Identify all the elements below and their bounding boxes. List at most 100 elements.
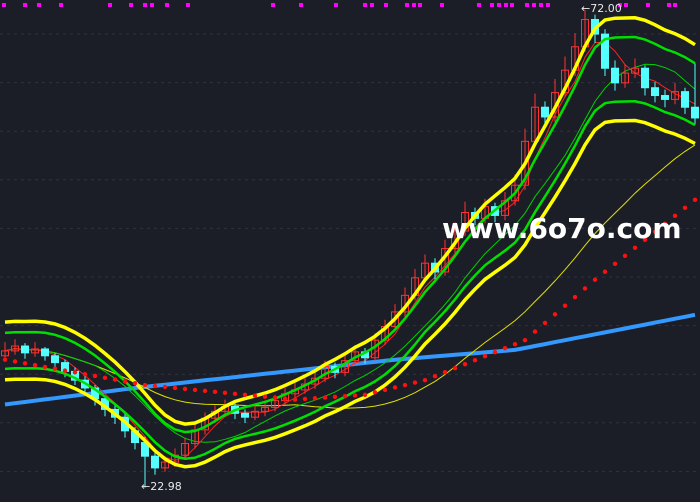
dotted-line-point (552, 312, 558, 317)
candle-body (261, 406, 269, 412)
dotted-line-point (382, 387, 388, 393)
event-marker (624, 3, 628, 7)
dotted-line-point (512, 341, 518, 347)
candle-body (641, 67, 649, 89)
dotted-line-point (212, 389, 218, 395)
candle-body (541, 106, 549, 118)
dotted-line-point (652, 229, 658, 234)
dotted-line-point (332, 394, 338, 400)
dotted-line-point (42, 364, 48, 370)
candle-body (671, 91, 679, 100)
arrow-icon: ← (141, 479, 151, 493)
dotted-line-point (542, 320, 548, 326)
event-marker (440, 3, 444, 7)
dotted-line-point (632, 245, 638, 250)
event-marker (384, 3, 388, 7)
dotted-line-point (192, 387, 198, 393)
dotted-line-point (692, 197, 698, 203)
candle-body (631, 67, 639, 74)
dotted-line-point (342, 393, 348, 399)
dotted-line-point (262, 394, 268, 399)
dotted-line-point (502, 345, 508, 351)
dotted-line-point (122, 379, 128, 384)
candle-body (621, 72, 629, 84)
dotted-line-point (672, 213, 678, 219)
band-outer-upper (4, 16, 696, 426)
dotted-line-point (362, 392, 368, 397)
dotted-line-point (642, 237, 648, 242)
candle-body (161, 461, 169, 469)
event-marker (108, 3, 112, 7)
arrow-icon: ← (581, 1, 591, 15)
event-marker (334, 3, 338, 7)
candle-body (241, 412, 249, 418)
event-marker (23, 3, 27, 7)
dotted-line-point (612, 261, 618, 266)
candle-body (181, 443, 189, 456)
candle-body (51, 355, 59, 364)
event-marker (2, 3, 6, 7)
dotted-line-point (102, 375, 108, 380)
dotted-line-point (322, 395, 328, 400)
candle-body (651, 87, 659, 97)
dotted-line-point (112, 377, 118, 382)
dotted-line-point (602, 269, 608, 274)
candle-body (391, 311, 399, 328)
event-marker (418, 3, 422, 7)
dotted-line-point (282, 396, 288, 401)
dotted-line-point (182, 386, 188, 392)
event-marker (271, 3, 275, 7)
event-marker (129, 3, 133, 7)
dotted-line-point (422, 377, 428, 383)
dotted-line-point (12, 359, 18, 364)
min-price-label: ←22.98 (141, 480, 182, 493)
dotted-line-point (272, 395, 278, 400)
event-marker (646, 3, 650, 7)
dotted-line-point (442, 369, 448, 375)
event-marker (370, 3, 374, 7)
dotted-line-point (132, 381, 138, 386)
ma10-line (4, 63, 696, 443)
max-price-label: ←72.00 (581, 2, 622, 15)
dotted-line-point (392, 385, 398, 390)
dotted-line-point (152, 383, 158, 389)
event-marker (673, 3, 677, 7)
dotted-line-point (462, 361, 468, 367)
dotted-line-point (582, 286, 588, 291)
band-outer-lower (4, 118, 696, 469)
event-marker (477, 3, 481, 7)
event-marker (525, 3, 529, 7)
dotted-line-point (232, 391, 238, 397)
dotted-line-point (202, 388, 208, 394)
event-marker (37, 3, 41, 7)
dotted-line-point (432, 373, 438, 379)
candle-body (691, 106, 699, 119)
candle-body (601, 33, 609, 69)
candle-body (251, 410, 259, 418)
dotted-line-point (22, 361, 28, 366)
candle-body (511, 184, 519, 202)
event-marker (504, 3, 508, 7)
event-marker (363, 3, 367, 7)
watermark: www.6o7o.com (442, 212, 682, 245)
dotted-line-point (622, 253, 628, 258)
band-inner-lower (4, 100, 696, 460)
dotted-line-point (2, 357, 8, 362)
dotted-line-point (372, 390, 378, 395)
dotted-line-point (242, 392, 248, 397)
candle-body (21, 345, 29, 354)
event-marker (299, 3, 303, 7)
event-marker (667, 3, 671, 7)
dotted-line-point (172, 385, 178, 391)
dotted-line-point (72, 370, 78, 375)
candle-body (611, 67, 619, 84)
candle-body (41, 348, 49, 357)
event-marker (490, 3, 494, 7)
event-marker (405, 3, 409, 7)
candle-body (31, 348, 39, 354)
candle-body (521, 140, 529, 186)
dotted-line-point (402, 382, 408, 388)
candle-body (271, 400, 279, 408)
candle-body (151, 455, 159, 469)
